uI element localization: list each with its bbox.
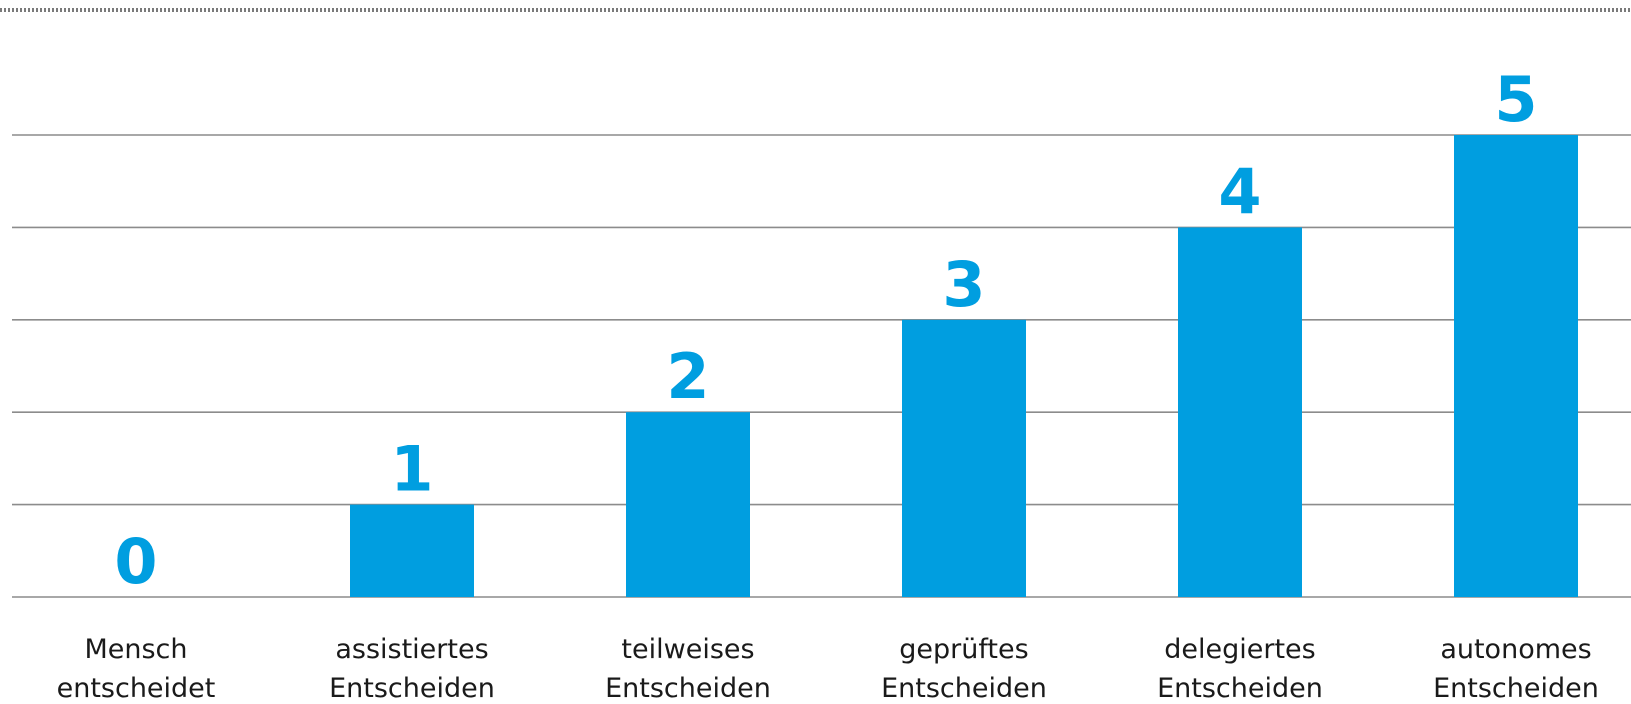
data-label: 4 [1218,155,1261,228]
category-label-line: teilweises [621,634,754,665]
data-label: 2 [666,340,709,413]
category-label-line: geprüftes [899,634,1028,665]
gridlines [12,134,1631,598]
bar [1454,135,1578,597]
category-label-line: Entscheiden [881,673,1047,704]
bar [626,412,750,597]
category-label: autonomes Entscheiden [1433,634,1599,704]
data-label: 3 [942,248,985,321]
category-label-line: entscheidet [57,673,216,704]
category-label-line: Entscheiden [329,673,495,704]
category-label-line: Entscheiden [605,673,771,704]
category-label-line: Mensch [84,634,187,665]
category-label: delegiertes Entscheiden [1157,634,1323,704]
bars [350,135,1578,597]
category-label-line: Entscheiden [1157,673,1323,704]
category-label-line: assistiertes [335,634,488,665]
data-label: 5 [1494,63,1537,136]
category-label: teilweises Entscheiden [605,634,771,704]
bar [902,319,1026,597]
bar [350,504,474,597]
category-labels: Mensch entscheidet assistiertes Entscheiden… [57,634,1599,704]
category-label-line: autonomes [1440,634,1591,665]
data-label: 0 [114,525,157,598]
category-label: geprüftes Entscheiden [881,634,1047,704]
bar [1178,227,1302,597]
value-labels: 0 1 2 3 4 5 [114,63,1537,598]
category-label-line: delegiertes [1164,634,1315,665]
data-label: 1 [390,433,433,506]
category-label-line: Entscheiden [1433,673,1599,704]
category-label: assistiertes Entscheiden [329,634,495,704]
category-label: Mensch entscheidet [57,634,216,704]
